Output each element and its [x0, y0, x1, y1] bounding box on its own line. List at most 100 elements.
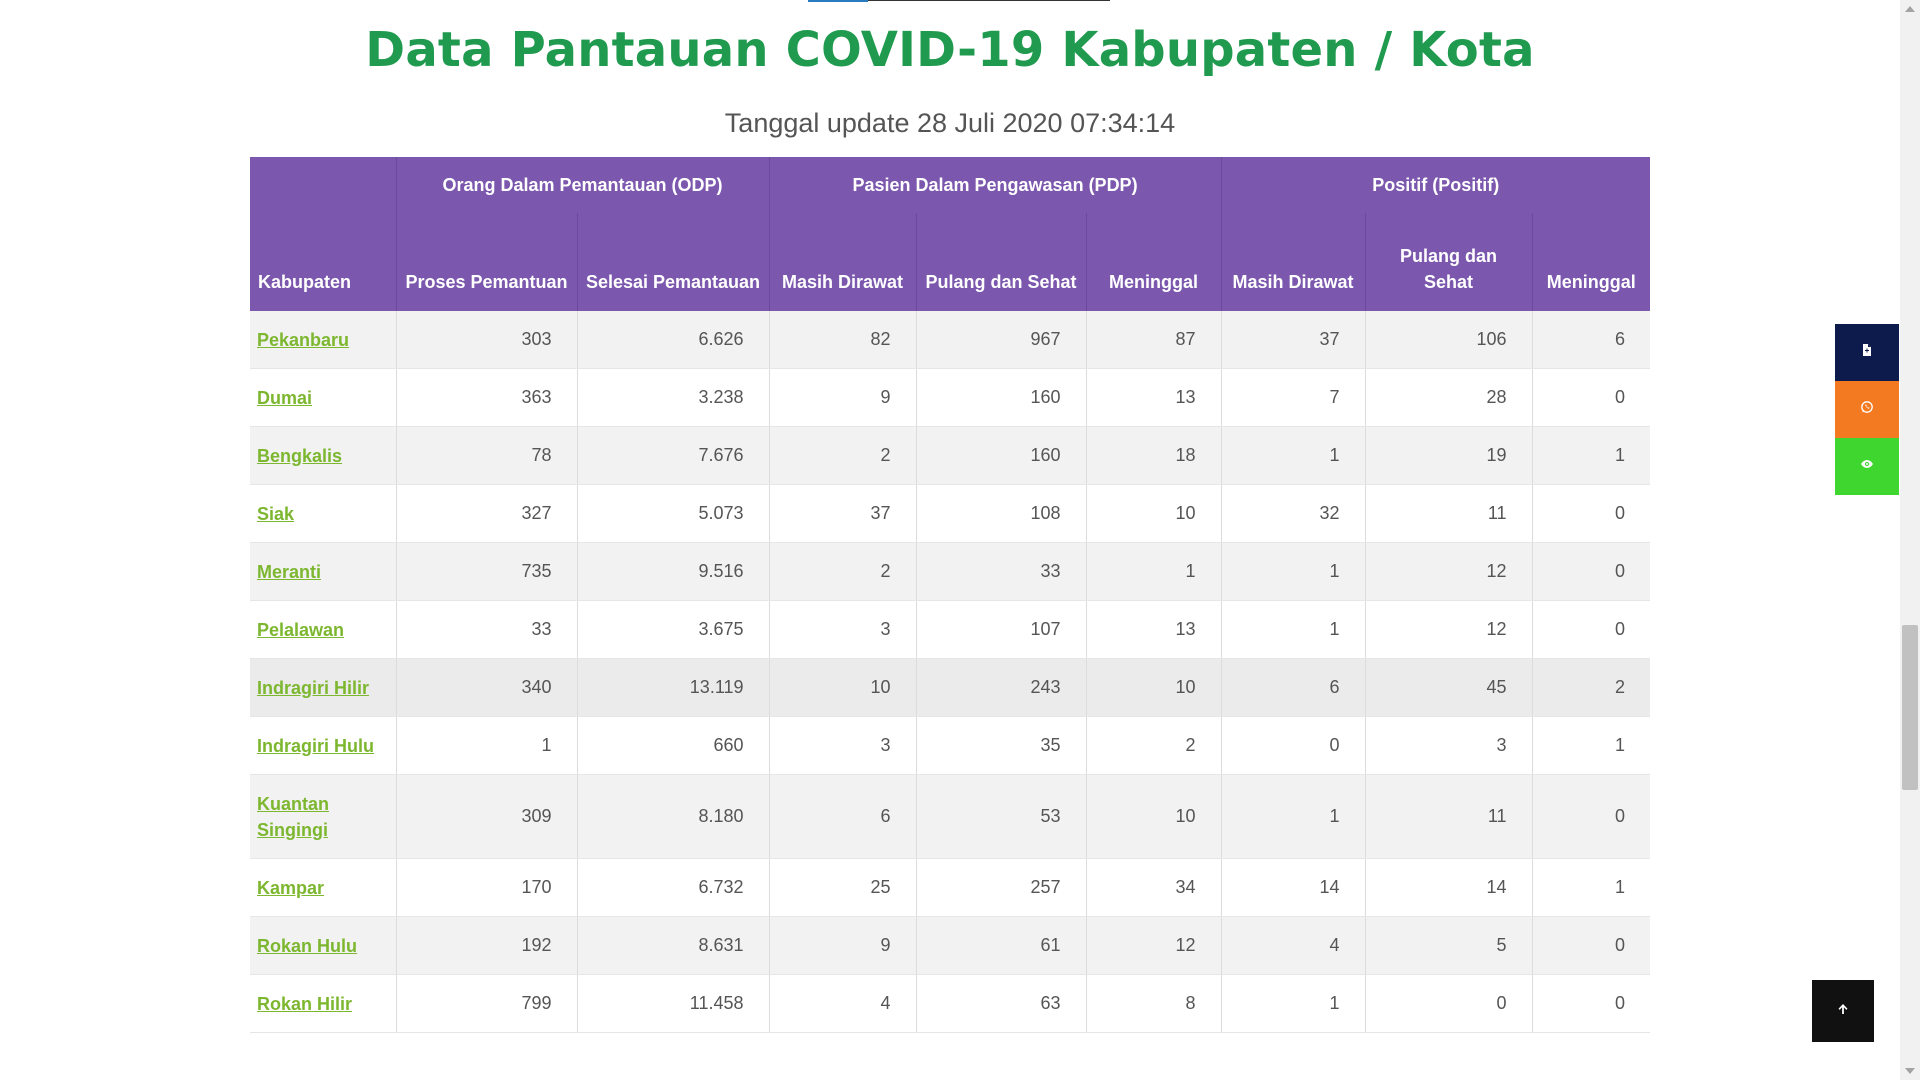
cell-odp-selesai: 6.732	[576, 858, 770, 917]
cell-odp-proses: 170	[395, 858, 577, 917]
cell-pdp-meninggal: 13	[1085, 600, 1222, 659]
top-divider	[808, 0, 1110, 2]
column-header-kabupaten: Kabupaten	[250, 157, 396, 311]
cell-pdp-masih: 37	[768, 484, 917, 543]
cell-odp-proses: 309	[395, 774, 577, 859]
cell-pdp-pulang: 35	[915, 716, 1087, 775]
cell-pos-meninggal: 1	[1531, 426, 1651, 485]
back-to-top-button[interactable]	[1812, 980, 1874, 1042]
table-row: Rokan Hilir 799 11.458 4 63 8 1 0 0	[250, 974, 1651, 1033]
kabupaten-link[interactable]: Pekanbaru	[257, 329, 350, 350]
table-sub-header-row: Proses Pemantuan Selesai Pemantauan Masi…	[250, 213, 1651, 311]
cell-pdp-meninggal: 1	[1085, 542, 1222, 601]
cell-odp-selesai: 8.180	[576, 774, 770, 859]
cell-pos-masih: 1	[1220, 426, 1366, 485]
cell-pos-masih: 0	[1220, 716, 1366, 775]
cell-pos-meninggal: 0	[1531, 368, 1651, 427]
cell-pdp-masih: 4	[768, 974, 917, 1033]
cell-pdp-pulang: 61	[915, 916, 1087, 975]
covid-data-table: Kabupaten Orang Dalam Pemantauan (ODP) P…	[250, 157, 1651, 1033]
cell-pos-masih: 32	[1220, 484, 1366, 543]
cell-pos-pulang: 12	[1364, 542, 1533, 601]
kabupaten-link[interactable]: Kuantan Singingi	[257, 793, 329, 840]
column-header-pdp-meninggal: Meninggal	[1085, 213, 1222, 311]
cell-pos-meninggal: 0	[1531, 542, 1651, 601]
cell-kabupaten: Kampar	[250, 858, 396, 917]
kabupaten-link[interactable]: Rokan Hulu	[257, 935, 358, 956]
cell-odp-selesai: 9.516	[576, 542, 770, 601]
cell-pdp-meninggal: 87	[1085, 311, 1222, 369]
column-header-odp-proses: Proses Pemantuan	[395, 213, 577, 311]
cell-pdp-masih: 25	[768, 858, 917, 917]
cell-odp-proses: 799	[395, 974, 577, 1033]
cell-pos-pulang: 12	[1364, 600, 1533, 659]
cell-pos-masih: 14	[1220, 858, 1366, 917]
cell-pos-masih: 37	[1220, 311, 1366, 369]
cell-odp-selesai: 6.626	[576, 311, 770, 369]
cell-kabupaten: Meranti	[250, 542, 396, 601]
kabupaten-link[interactable]: Bengkalis	[257, 445, 343, 466]
table-row: Siak 327 5.073 37 108 10 32 11 0	[250, 484, 1651, 543]
scroll-up-arrow[interactable]	[1905, 6, 1915, 12]
cell-odp-proses: 303	[395, 311, 577, 369]
page-scrollbar[interactable]	[1900, 0, 1920, 1080]
cell-pdp-masih: 6	[768, 774, 917, 859]
table-body: Pekanbaru 303 6.626 82 967 87 37 106 6 Dumai 363 3.…	[250, 311, 1651, 1033]
cell-odp-selesai: 7.676	[576, 426, 770, 485]
cell-pdp-pulang: 257	[915, 858, 1087, 917]
cell-pos-pulang: 11	[1364, 484, 1533, 543]
view-count-button[interactable]	[1835, 438, 1899, 495]
table-row: Bengkalis 78 7.676 2 160 18 1 19 1	[250, 426, 1651, 485]
scrollbar-thumb[interactable]	[1902, 625, 1918, 790]
cell-pdp-meninggal: 2	[1085, 716, 1222, 775]
cell-odp-proses: 363	[395, 368, 577, 427]
kabupaten-link[interactable]: Rokan Hilir	[257, 993, 353, 1014]
document-button[interactable]	[1835, 324, 1899, 381]
top-divider-accent	[808, 0, 868, 2]
cell-pos-pulang: 0	[1364, 974, 1533, 1033]
cell-kabupaten: Indragiri Hulu	[250, 716, 396, 775]
cell-odp-proses: 192	[395, 916, 577, 975]
cell-pos-masih: 7	[1220, 368, 1366, 427]
cell-pos-pulang: 28	[1364, 368, 1533, 427]
kabupaten-link[interactable]: Kampar	[257, 877, 325, 898]
kabupaten-link[interactable]: Pelalawan	[257, 619, 345, 640]
cell-pdp-pulang: 243	[915, 658, 1087, 717]
cell-pos-masih: 1	[1220, 600, 1366, 659]
kabupaten-link[interactable]: Meranti	[257, 561, 322, 582]
cell-odp-proses: 78	[395, 426, 577, 485]
scroll-down-arrow[interactable]	[1905, 1068, 1915, 1074]
kabupaten-link[interactable]: Dumai	[257, 387, 313, 408]
cell-odp-selesai: 8.631	[576, 916, 770, 975]
whatsapp-button[interactable]	[1835, 381, 1899, 438]
cell-pdp-pulang: 967	[915, 311, 1087, 369]
group-header-odp: Orang Dalam Pemantauan (ODP)	[395, 157, 770, 213]
cell-pos-pulang: 45	[1364, 658, 1533, 717]
cell-odp-selesai: 3.238	[576, 368, 770, 427]
table-row: Indragiri Hulu 1 660 3 35 2 0 3 1	[250, 716, 1651, 775]
whatsapp-icon	[1860, 400, 1874, 419]
cell-pos-pulang: 3	[1364, 716, 1533, 775]
arrow-up-icon	[1836, 1002, 1850, 1021]
cell-odp-proses: 1	[395, 716, 577, 775]
cell-pdp-masih: 2	[768, 426, 917, 485]
column-header-pdp-masih-dirawat: Masih Dirawat	[768, 213, 917, 311]
cell-pdp-pulang: 33	[915, 542, 1087, 601]
cell-kabupaten: Kuantan Singingi	[250, 774, 396, 859]
cell-odp-selesai: 5.073	[576, 484, 770, 543]
cell-pdp-meninggal: 34	[1085, 858, 1222, 917]
cell-pdp-masih: 9	[768, 368, 917, 427]
cell-pdp-pulang: 160	[915, 426, 1087, 485]
cell-odp-proses: 735	[395, 542, 577, 601]
cell-pos-meninggal: 2	[1531, 658, 1651, 717]
eye-icon	[1860, 457, 1874, 476]
update-timestamp: Tanggal update 28 Juli 2020 07:34:14	[724, 108, 1176, 138]
kabupaten-link[interactable]: Indragiri Hulu	[257, 735, 374, 756]
cell-pos-meninggal: 0	[1531, 484, 1651, 543]
kabupaten-link[interactable]: Indragiri Hilir	[257, 677, 370, 698]
page-title: Data Pantauan COVID-19 Kabupaten / Kota	[365, 22, 1535, 78]
kabupaten-link[interactable]: Siak	[257, 503, 295, 524]
cell-pdp-pulang: 160	[915, 368, 1087, 427]
column-header-pdp-pulang-sehat: Pulang dan Sehat	[915, 213, 1087, 311]
cell-pdp-pulang: 107	[915, 600, 1087, 659]
